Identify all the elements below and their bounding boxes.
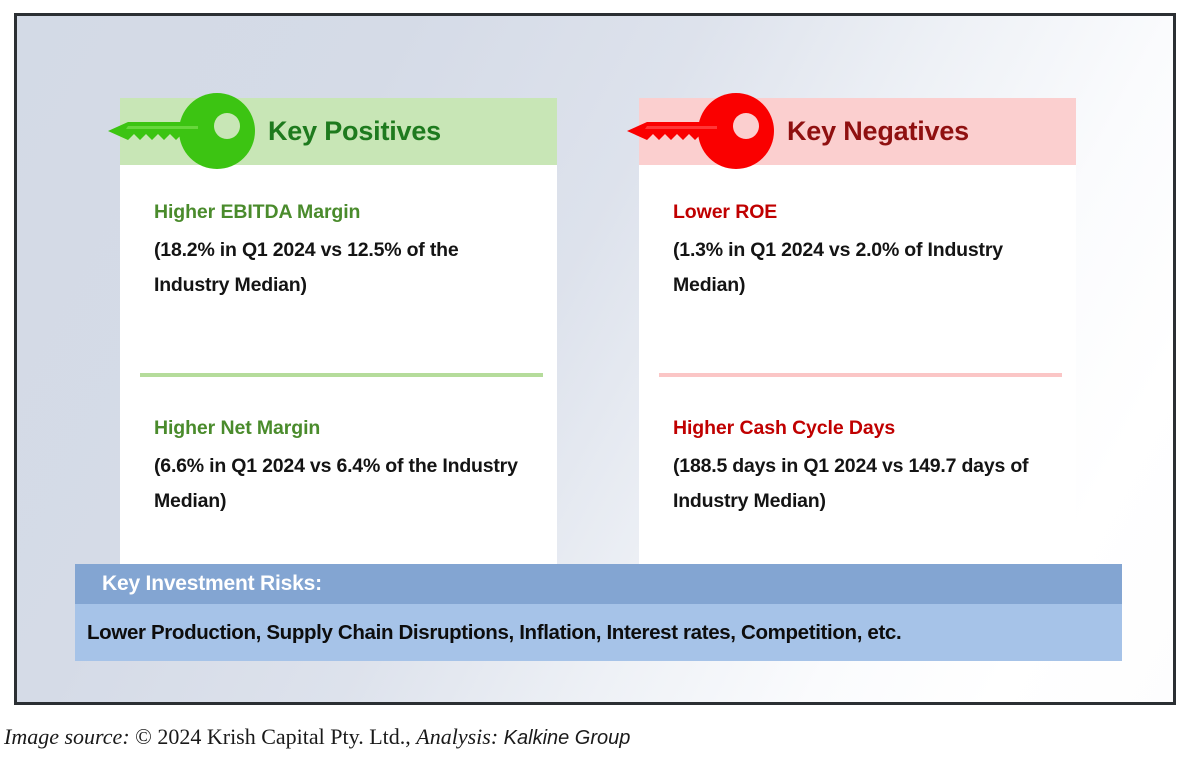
footer-analysis-label: Analysis: [416,724,499,749]
key-positives-card: Key Positives Higher EBITDA Margin (18.2… [108,93,557,581]
footer-analysis-value: Kalkine Group [503,727,631,749]
negatives-row-divider [659,373,1062,377]
comparison-columns: Key Positives Higher EBITDA Margin (18.2… [17,16,1173,702]
positive-row-1-detail: (18.2% in Q1 2024 vs 12.5% of the Indust… [154,239,459,296]
key-negatives-card: Key Negatives Lower ROE (1.3% in Q1 2024… [627,93,1076,581]
positives-row-divider [140,373,543,377]
key-positives-header: Key Positives [108,93,557,169]
key-investment-risks-banner: Key Investment Risks: Lower Production, … [75,564,1122,661]
positive-row-1: Higher EBITDA Margin (18.2% in Q1 2024 v… [120,165,557,373]
key-negatives-body: Lower ROE (1.3% in Q1 2024 vs 2.0% of In… [639,165,1076,585]
positive-row-2: Higher Net Margin (6.6% in Q1 2024 vs 6.… [120,377,557,585]
risk-body-bar: Lower Production, Supply Chain Disruptio… [75,604,1122,661]
key-positives-body: Higher EBITDA Margin (18.2% in Q1 2024 v… [120,165,557,585]
negative-row-1-title: Lower ROE [673,201,778,223]
negative-row-2-title: Higher Cash Cycle Days [673,417,896,439]
negative-row-1-detail: (1.3% in Q1 2024 vs 2.0% of Industry Med… [673,239,1003,296]
risk-title-bar: Key Investment Risks: [75,564,1122,604]
negative-row-2-detail: (188.5 days in Q1 2024 vs 149.7 days of … [673,455,1029,512]
footer-source-label: Image source: [4,724,130,749]
negative-row-2: Higher Cash Cycle Days (188.5 days in Q1… [639,377,1076,585]
key-negatives-header: Key Negatives [627,93,1076,169]
positive-row-2-title: Higher Net Margin [154,417,321,439]
framed-panel: Key Positives Higher EBITDA Margin (18.2… [14,13,1176,705]
key-positives-title: Key Positives [268,116,441,146]
risk-title: Key Investment Risks: [102,572,322,595]
positive-row-2-detail: (6.6% in Q1 2024 vs 6.4% of the Industry… [154,455,518,512]
risk-body-text: Lower Production, Supply Chain Disruptio… [87,620,902,644]
negative-row-1: Lower ROE (1.3% in Q1 2024 vs 2.0% of In… [639,165,1076,373]
key-negatives-title: Key Negatives [787,116,969,146]
footer-caption: Image source: © 2024 Krish Capital Pty. … [4,724,1190,750]
footer-source-value: © 2024 Krish Capital Pty. Ltd., [135,724,411,749]
positive-row-1-title: Higher EBITDA Margin [154,201,361,223]
